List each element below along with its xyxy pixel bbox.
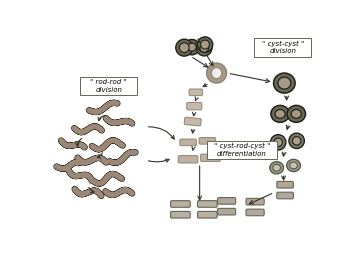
Ellipse shape (271, 135, 286, 150)
Ellipse shape (290, 162, 297, 169)
Ellipse shape (179, 43, 189, 52)
FancyBboxPatch shape (80, 77, 137, 95)
FancyBboxPatch shape (246, 209, 264, 216)
FancyBboxPatch shape (277, 182, 294, 188)
FancyBboxPatch shape (198, 201, 217, 207)
Ellipse shape (292, 137, 301, 145)
FancyBboxPatch shape (198, 211, 217, 218)
FancyBboxPatch shape (218, 198, 236, 204)
Ellipse shape (270, 162, 284, 174)
Ellipse shape (274, 73, 295, 93)
FancyBboxPatch shape (218, 208, 236, 215)
Ellipse shape (289, 133, 304, 148)
FancyBboxPatch shape (170, 201, 190, 207)
Ellipse shape (271, 105, 289, 122)
Ellipse shape (197, 40, 212, 56)
FancyBboxPatch shape (246, 198, 264, 205)
Text: " cyst-cyst "
division: " cyst-cyst " division (262, 41, 304, 55)
Ellipse shape (188, 43, 196, 51)
Ellipse shape (278, 77, 291, 89)
Ellipse shape (207, 63, 227, 83)
Ellipse shape (211, 68, 222, 79)
FancyBboxPatch shape (207, 141, 277, 159)
FancyBboxPatch shape (189, 89, 203, 96)
Ellipse shape (184, 39, 200, 55)
Ellipse shape (275, 110, 285, 118)
FancyBboxPatch shape (199, 137, 216, 144)
FancyBboxPatch shape (184, 117, 201, 126)
Ellipse shape (291, 110, 301, 118)
Ellipse shape (287, 159, 300, 172)
Text: " rod-rod "
division: " rod-rod " division (91, 79, 127, 93)
Ellipse shape (197, 37, 213, 52)
Text: " cyst-rod-cyst "
differentiation: " cyst-rod-cyst " differentiation (214, 143, 270, 157)
FancyBboxPatch shape (187, 102, 202, 110)
Ellipse shape (287, 105, 305, 122)
FancyBboxPatch shape (180, 139, 197, 146)
Ellipse shape (176, 39, 193, 56)
Ellipse shape (273, 164, 280, 171)
FancyBboxPatch shape (200, 154, 220, 162)
FancyBboxPatch shape (277, 192, 294, 199)
FancyBboxPatch shape (178, 156, 198, 163)
FancyBboxPatch shape (254, 38, 311, 57)
Ellipse shape (274, 138, 282, 147)
Ellipse shape (200, 44, 208, 52)
Ellipse shape (200, 40, 209, 49)
FancyBboxPatch shape (170, 211, 190, 218)
